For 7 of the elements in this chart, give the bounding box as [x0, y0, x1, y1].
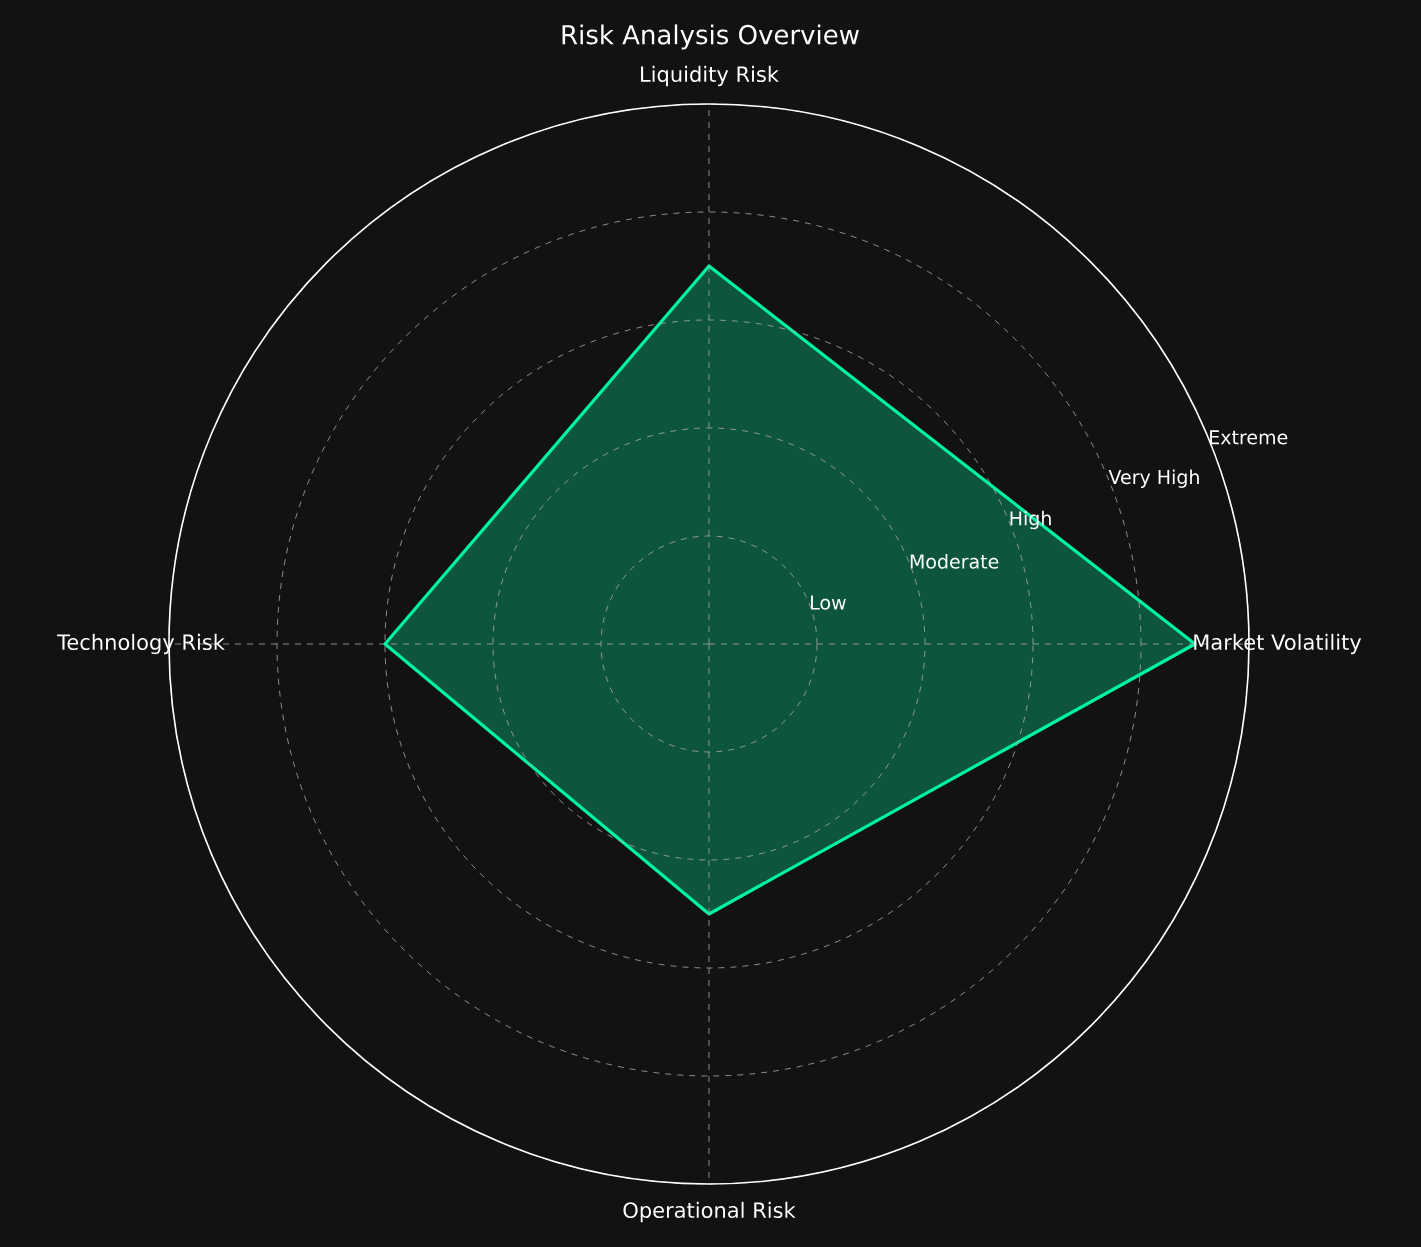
y-tick-label: Low: [811, 595, 846, 610]
spoke-label: Liquidity Risk: [641, 65, 779, 87]
spoke-label: Operational Risk: [623, 1201, 796, 1223]
chart-title: Risk Analysis Overview: [562, 24, 859, 50]
y-tick-label: Very High: [1108, 469, 1199, 488]
y-tick-label: Moderate: [910, 553, 999, 569]
y-tick-label: Extreme: [1210, 430, 1288, 445]
